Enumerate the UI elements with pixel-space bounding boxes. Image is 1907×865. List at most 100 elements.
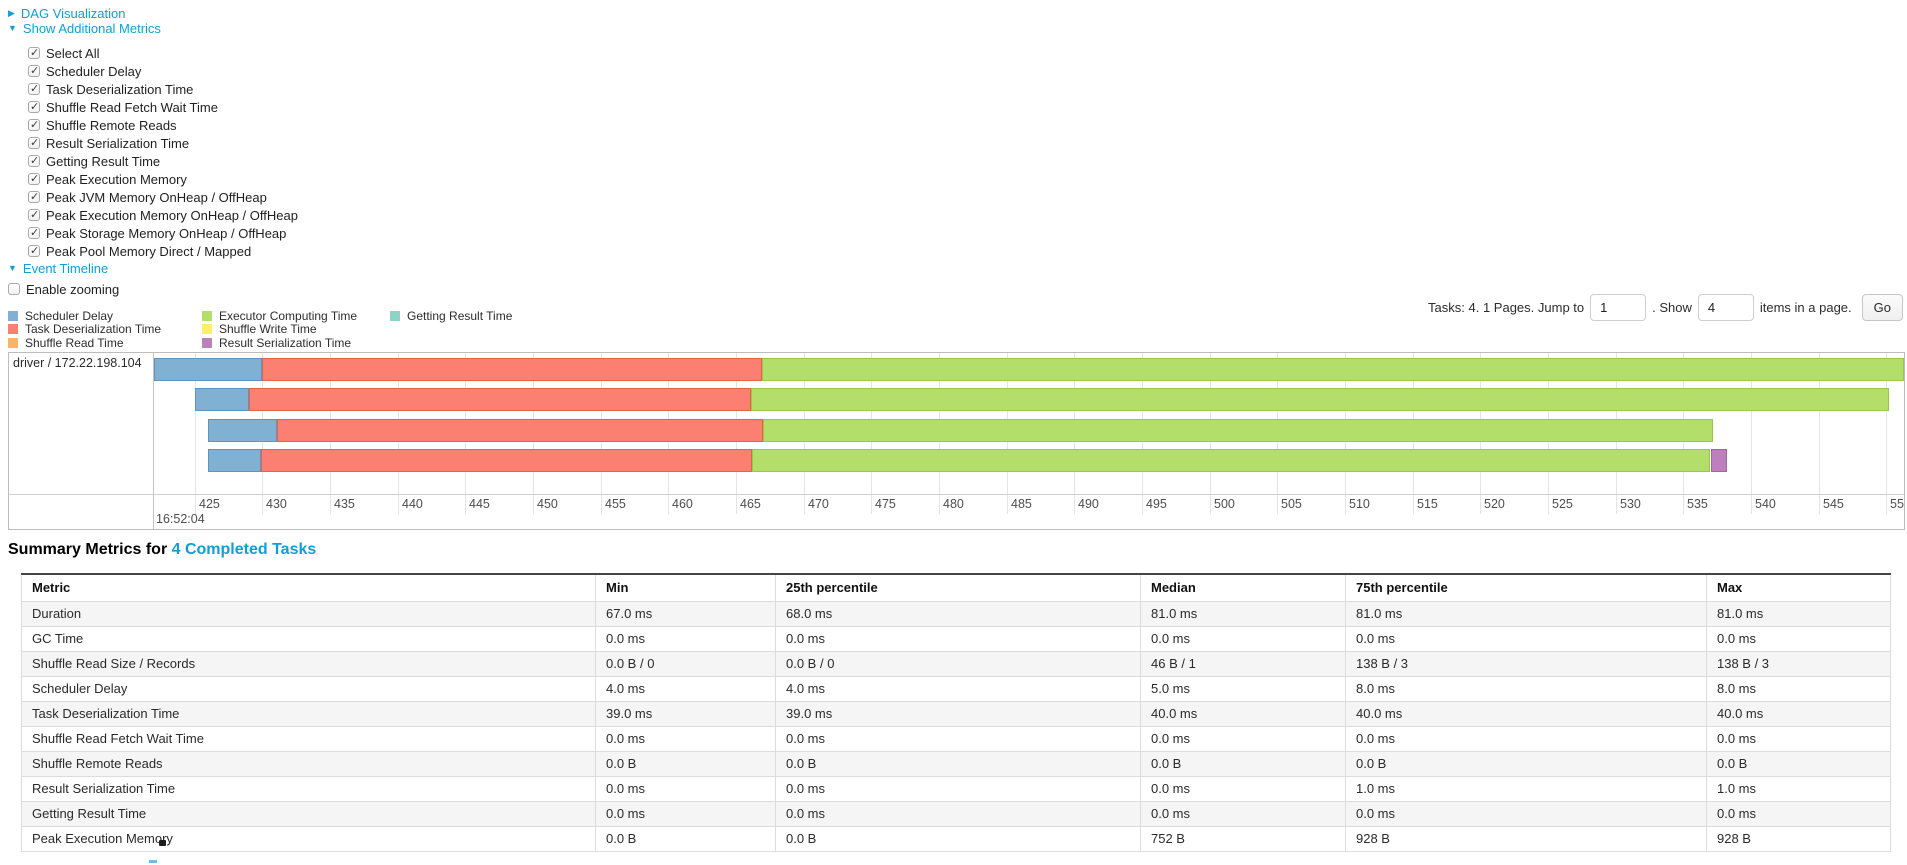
summary-table-cell: 1.0 ms: [1706, 775, 1891, 802]
task-bar-segment-scheduler-delay[interactable]: [208, 418, 278, 442]
chevron-down-icon: ▼: [8, 23, 17, 33]
metric-checkbox-label: Scheduler Delay: [46, 63, 142, 79]
metric-checkbox-row: Peak Storage Memory OnHeap / OffHeap: [28, 224, 298, 242]
metric-checkbox[interactable]: [28, 46, 40, 59]
summary-table-cell: 0.0 ms: [1345, 800, 1707, 827]
summary-table-cell: 928 B: [1706, 825, 1891, 852]
summary-table-cell: Shuffle Read Fetch Wait Time: [21, 725, 596, 752]
summary-table-cell: 81.0 ms: [1706, 600, 1891, 627]
metric-checkbox-row: Getting Result Time: [28, 152, 298, 170]
task-bar-segment-executor-computing[interactable]: [752, 449, 1711, 472]
axis-tick-label: 460: [672, 497, 693, 511]
axis-tick-label: 545: [1823, 497, 1844, 511]
enable-zooming-label: Enable zooming: [26, 281, 120, 297]
summary-column-header: Min: [595, 573, 776, 602]
summary-table-cell: Result Serialization Time: [21, 775, 596, 802]
task-bar-segment-executor-computing[interactable]: [763, 418, 1714, 442]
task-bar-segment-scheduler-delay[interactable]: [208, 449, 261, 472]
summary-table-cell: 0.0 ms: [775, 625, 1141, 652]
metric-checkbox-row: Task Deserialization Time: [28, 80, 298, 98]
items-per-page-input[interactable]: [1697, 293, 1754, 321]
summary-table-cell: 0.0 ms: [1706, 625, 1891, 652]
go-button[interactable]: Go: [1861, 293, 1903, 321]
metric-checkbox[interactable]: [28, 190, 40, 203]
metric-checkbox[interactable]: [28, 136, 40, 149]
axis-tick-label: 475: [875, 497, 896, 511]
legend-item: Scheduler Delay: [8, 309, 202, 323]
legend-column: Getting Result Time: [390, 309, 512, 350]
clipped-link-fragment: [149, 860, 157, 863]
legend-item-label: Shuffle Write Time: [219, 322, 317, 337]
summary-table-cell: 0.0 ms: [1140, 625, 1346, 652]
task-bar-segment-task-deserialization[interactable]: [277, 418, 764, 442]
show-additional-metrics-toggle[interactable]: ▼ Show Additional Metrics: [8, 21, 161, 36]
task-bar-segment-executor-computing[interactable]: [750, 388, 1890, 411]
shuffle-write-swatch-icon: [202, 324, 212, 335]
summary-table-cell: 0.0 ms: [775, 725, 1141, 752]
metric-checkbox[interactable]: [28, 118, 40, 131]
summary-table-cell: 40.0 ms: [1706, 700, 1891, 727]
result-serialization-swatch-icon: [202, 337, 212, 348]
axis-major-time-label: 16:52:04: [156, 512, 205, 526]
metric-checkbox[interactable]: [28, 226, 40, 239]
enable-zooming-checkbox[interactable]: [8, 283, 20, 295]
executor-group-label: driver / 172.22.198.104: [13, 356, 142, 370]
axis-tick-label: 465: [740, 497, 761, 511]
summary-table-cell: 4.0 ms: [595, 675, 776, 702]
legend-item-label: Scheduler Delay: [25, 308, 114, 323]
axis-tick-label: 505: [1281, 497, 1302, 511]
summary-header-row: Metric Min 25th percentile Median 75th perce…: [21, 573, 1891, 602]
task-pagination: Tasks: 4. 1 Pages. Jump to . Show items …: [1428, 292, 1903, 322]
chevron-right-icon: ▶: [8, 8, 15, 18]
jump-to-page-input[interactable]: [1590, 293, 1647, 321]
summary-table-cell: 0.0 B: [595, 750, 776, 777]
task-bar-segment-executor-computing[interactable]: [761, 358, 1904, 381]
metric-checkbox[interactable]: [28, 244, 40, 257]
legend-item: Result Serialization Time: [202, 336, 390, 350]
task-bar-segment-scheduler-delay[interactable]: [194, 388, 249, 411]
summary-table-cell: 0.0 ms: [595, 775, 776, 802]
label-column-divider: [153, 353, 154, 529]
summary-table-cell: Shuffle Remote Reads: [21, 750, 596, 777]
summary-column-header: Max: [1706, 573, 1891, 602]
timeline-gridline: [1886, 353, 1887, 514]
axis-tick-label: 515: [1417, 497, 1438, 511]
axis-tick-label: 425: [199, 497, 220, 511]
task-bar-segment-result-serialization[interactable]: [1710, 449, 1727, 472]
axis-tick-label: 495: [1146, 497, 1167, 511]
metric-checkbox[interactable]: [28, 172, 40, 185]
summary-table-cell: 752 B: [1140, 825, 1346, 852]
summary-table-cell: 0.0 ms: [1706, 800, 1891, 827]
enable-zooming-option: Enable zooming: [8, 280, 119, 298]
metric-checkbox[interactable]: [28, 82, 40, 95]
task-bar-segment-task-deserialization[interactable]: [248, 388, 751, 411]
metric-checkbox[interactable]: [28, 100, 40, 113]
summary-table-cell: 5.0 ms: [1140, 675, 1346, 702]
summary-table-row: GC Time 0.0 ms 0.0 ms 0.0 ms 0.0 ms 0.0 ms: [21, 625, 1891, 652]
metrics-checkbox-list: Select All Scheduler Delay Task Deserializ…: [28, 44, 298, 260]
metric-checkbox-label: Result Serialization Time: [46, 135, 190, 151]
legend-item-label: Getting Result Time: [407, 308, 513, 323]
summary-table-cell: 39.0 ms: [775, 700, 1141, 727]
summary-table-cell: Peak Execution Memory: [21, 825, 596, 852]
metric-checkbox[interactable]: [28, 154, 40, 167]
summary-table-cell: 0.0 ms: [1140, 800, 1346, 827]
task-bar-segment-task-deserialization[interactable]: [260, 449, 753, 472]
task-bar-segment-task-deserialization[interactable]: [262, 358, 762, 381]
summary-table-body: Duration 67.0 ms 68.0 ms 81.0 ms 81.0 ms 81.0…: [21, 600, 1891, 852]
axis-tick-label: 470: [808, 497, 829, 511]
timeline-gridline: [1819, 353, 1820, 514]
getting-result-swatch-icon: [390, 310, 400, 321]
event-timeline-label: Event Timeline: [22, 261, 109, 276]
dag-visualization-toggle[interactable]: ▶ DAG Visualization: [8, 6, 125, 21]
summary-table-cell: 8.0 ms: [1706, 675, 1891, 702]
task-bar-segment-scheduler-delay[interactable]: [154, 358, 263, 381]
completed-tasks-link[interactable]: 4 Completed Tasks: [171, 541, 317, 558]
shuffle-read-swatch-icon: [8, 337, 18, 348]
legend-item-label: Result Serialization Time: [219, 335, 352, 350]
legend-item: Task Deserialization Time: [8, 322, 202, 336]
legend-item-label: Executor Computing Time: [219, 308, 358, 323]
metric-checkbox[interactable]: [28, 208, 40, 221]
event-timeline-toggle[interactable]: ▼ Event Timeline: [8, 261, 108, 276]
metric-checkbox[interactable]: [28, 64, 40, 77]
